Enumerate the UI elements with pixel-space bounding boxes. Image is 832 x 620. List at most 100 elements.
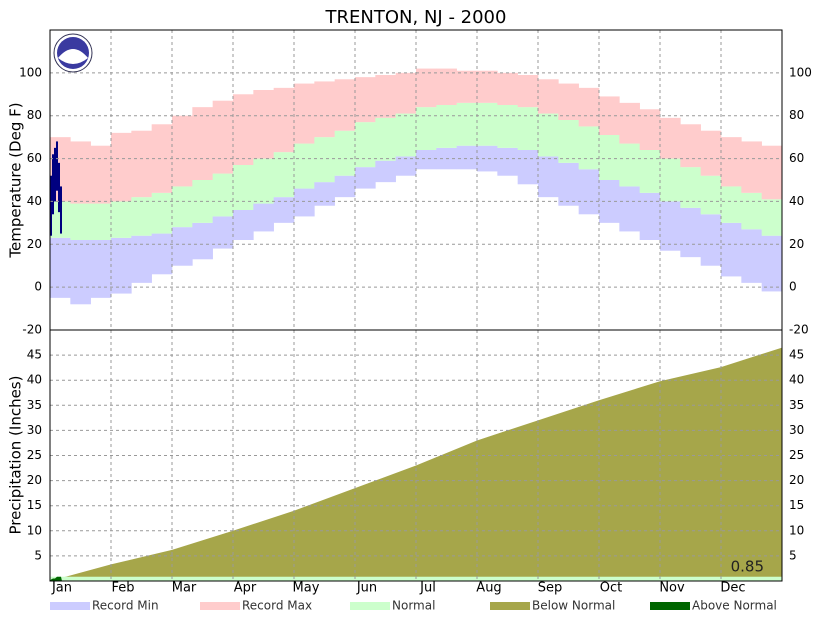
x-tick-label: Oct xyxy=(600,581,622,596)
band-bar xyxy=(477,145,498,172)
y-tick-label: 25 xyxy=(27,448,42,462)
band-bar xyxy=(761,235,783,292)
band-bar xyxy=(721,186,742,223)
band-bar xyxy=(619,186,640,232)
y2-tick-label: 35 xyxy=(789,398,804,412)
band-bar xyxy=(395,72,417,114)
band-bar xyxy=(538,113,559,157)
band-bar xyxy=(273,197,295,223)
y-tick-label: 45 xyxy=(27,348,42,362)
y2-tick-label: 20 xyxy=(789,473,804,487)
band-bar xyxy=(680,167,701,208)
x-tick-label: Feb xyxy=(111,581,134,596)
band-bar xyxy=(375,160,396,183)
band-bar xyxy=(558,120,579,163)
band-bar xyxy=(741,192,762,230)
band-bar xyxy=(90,203,112,240)
band-bar xyxy=(50,237,71,298)
band-bar xyxy=(680,207,701,258)
band-bar xyxy=(233,210,254,240)
band-bar xyxy=(761,199,783,236)
band-bar xyxy=(273,152,295,198)
band-bar xyxy=(477,70,498,103)
logo-bird xyxy=(58,49,88,64)
band-bar xyxy=(172,115,193,187)
x-tick-label: Nov xyxy=(659,581,685,596)
band-bar xyxy=(233,94,254,165)
band-bar xyxy=(151,192,173,234)
y2-tick-label: 80 xyxy=(789,108,804,122)
y2-tick-label: -20 xyxy=(789,323,809,337)
band-bar xyxy=(334,79,356,131)
band-bar xyxy=(192,222,213,260)
band-bar xyxy=(700,130,722,176)
band-bar xyxy=(660,201,681,251)
band-bar xyxy=(253,203,274,232)
band-bar xyxy=(70,203,91,240)
band-bar xyxy=(741,141,762,193)
band-bar xyxy=(538,79,559,114)
band-bar xyxy=(111,237,132,294)
y2-tick-label: 100 xyxy=(789,65,812,79)
band-bar xyxy=(355,122,376,168)
y2-tick-label: 60 xyxy=(789,151,804,165)
band-bar xyxy=(619,102,640,144)
x-tick-label: Aug xyxy=(476,581,501,596)
band-bar xyxy=(477,102,498,146)
y2-tick-label: 5 xyxy=(789,548,797,562)
legend-label: Record Min xyxy=(92,599,159,613)
band-bar xyxy=(314,81,335,138)
legend-swatch xyxy=(490,602,530,610)
y-tick-label: 80 xyxy=(27,108,42,122)
y-axis-label: Precipitation (Inches) xyxy=(7,376,25,535)
band-bar xyxy=(233,165,254,210)
legend-swatch xyxy=(350,602,390,610)
band-bar xyxy=(395,156,417,176)
band-bar xyxy=(497,105,518,148)
y2-tick-label: 20 xyxy=(789,237,804,251)
band-bar xyxy=(680,124,701,168)
band-bar xyxy=(436,105,457,148)
x-tick-label: Apr xyxy=(234,581,257,596)
x-tick-label: May xyxy=(293,581,320,596)
band-bar xyxy=(660,158,681,202)
x-tick-label: Dec xyxy=(720,581,745,596)
band-bar xyxy=(761,145,783,200)
y-tick-label: 40 xyxy=(27,194,42,208)
band-bar xyxy=(375,75,396,118)
band-bar xyxy=(436,68,457,105)
band-bar xyxy=(456,145,478,170)
band-bar xyxy=(131,197,152,236)
y-tick-label: 20 xyxy=(27,237,42,251)
band-bar xyxy=(294,188,315,217)
band-bar xyxy=(599,135,620,180)
y2-tick-label: 45 xyxy=(789,348,804,362)
y-tick-label: 15 xyxy=(27,498,42,512)
band-bar xyxy=(416,150,437,170)
band-bar xyxy=(334,175,356,198)
x-tick-label: Mar xyxy=(172,581,197,596)
band-bar xyxy=(253,90,274,159)
band-bar xyxy=(172,227,193,266)
band-bar xyxy=(90,145,112,204)
chart-title: TRENTON, NJ - 2000 xyxy=(325,7,507,28)
band-bar xyxy=(700,175,722,215)
y-tick-label: -20 xyxy=(22,323,42,337)
band-bar xyxy=(151,233,173,275)
y-tick-label: 30 xyxy=(27,423,42,437)
logo xyxy=(53,33,93,73)
band-bar xyxy=(314,137,335,183)
band-bar xyxy=(558,83,579,120)
y-tick-label: 5 xyxy=(34,548,42,562)
band-bar xyxy=(578,87,600,127)
band-bar xyxy=(578,169,600,215)
band-bar xyxy=(314,182,335,206)
band-bar xyxy=(721,137,742,187)
band-bar xyxy=(517,75,539,108)
x-tick-label: Jun xyxy=(356,581,377,596)
band-bar xyxy=(721,222,742,277)
band-bar xyxy=(192,107,213,180)
band-bar xyxy=(294,143,315,189)
legend-swatch xyxy=(50,602,90,610)
y2-tick-label: 0 xyxy=(789,280,797,294)
